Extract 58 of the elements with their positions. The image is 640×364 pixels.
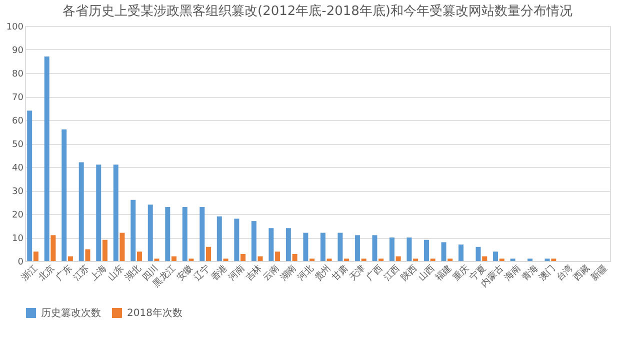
bar <box>493 252 498 261</box>
bar <box>441 242 446 261</box>
y-tick-label: 10 <box>12 234 24 244</box>
bar <box>206 246 212 261</box>
y-tick-label: 40 <box>12 164 24 174</box>
bar <box>136 252 142 261</box>
bar <box>275 252 280 261</box>
bar <box>424 240 429 261</box>
bar <box>258 256 263 261</box>
y-tick-label: 50 <box>12 140 24 150</box>
chart-title: 各省历史上受某涉政黑客组织篡改(2012年底-2018年底)和今年受篡改网站数量分布情况 <box>62 3 573 19</box>
bar <box>240 254 246 261</box>
y-tick-label: 20 <box>12 210 24 220</box>
y-tick-label: 0 <box>18 258 24 268</box>
bar <box>406 238 412 261</box>
bar <box>50 235 56 261</box>
y-tick-label: 90 <box>12 46 24 56</box>
legend-label: 2018年次数 <box>127 307 182 319</box>
bar <box>396 256 401 261</box>
bar <box>96 164 102 261</box>
bar <box>338 232 343 261</box>
bar <box>102 240 108 261</box>
bar <box>33 252 38 261</box>
bar <box>476 246 481 261</box>
bar <box>165 206 170 261</box>
y-tick-label: 80 <box>12 70 24 80</box>
bar <box>389 238 394 261</box>
bar <box>292 254 298 261</box>
bar <box>130 200 136 261</box>
bar <box>458 244 464 261</box>
bar <box>251 221 256 261</box>
bar <box>286 228 291 261</box>
x-tick-label: 新疆 <box>588 262 610 284</box>
bar <box>113 164 118 261</box>
y-tick-label: 70 <box>12 93 24 103</box>
bar <box>148 204 153 261</box>
bar <box>182 206 188 261</box>
bar <box>85 249 90 261</box>
bar <box>482 256 488 261</box>
bar <box>171 256 176 261</box>
y-tick-label: 30 <box>12 187 24 197</box>
bar <box>120 232 125 261</box>
bar <box>234 218 240 261</box>
bar <box>200 206 205 261</box>
bar <box>372 235 378 261</box>
legend-label: 历史篡改次数 <box>41 307 101 319</box>
bar <box>78 162 84 261</box>
bar <box>68 256 73 261</box>
bar <box>62 129 67 261</box>
y-tick-label: 100 <box>6 22 24 32</box>
bar <box>27 110 32 261</box>
bar <box>268 228 274 261</box>
bar <box>216 216 222 261</box>
bar <box>354 235 360 261</box>
bar <box>320 232 326 261</box>
y-tick-label: 60 <box>12 116 24 126</box>
bar <box>44 56 50 261</box>
bar <box>303 232 308 261</box>
